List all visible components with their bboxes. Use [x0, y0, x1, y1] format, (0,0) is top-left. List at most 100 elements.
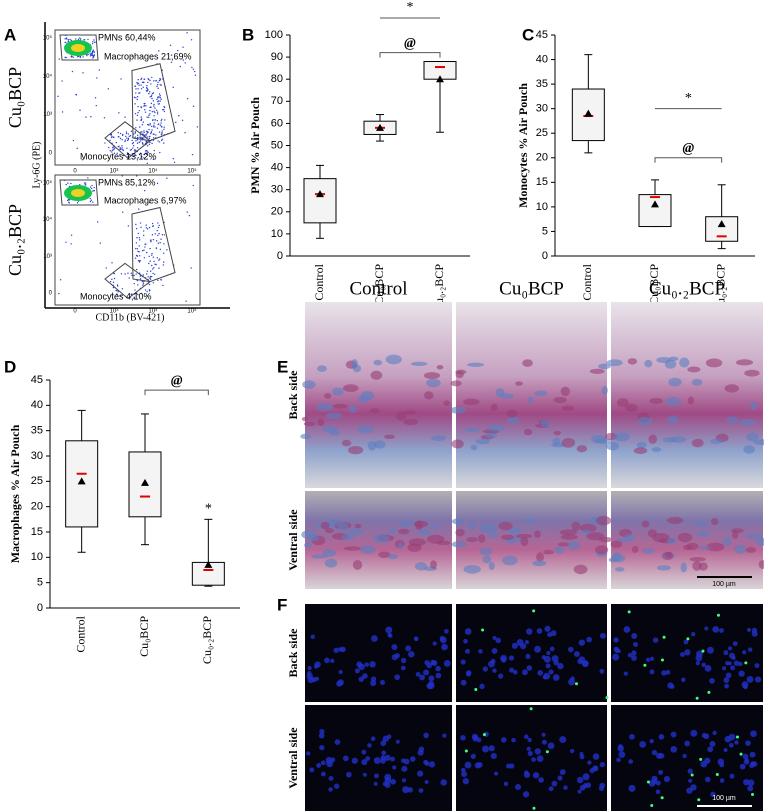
nucleus: [358, 676, 365, 682]
event-dot: [148, 128, 150, 131]
nucleus: [307, 666, 312, 671]
tissue-cell: [670, 436, 687, 443]
event-dot: [153, 267, 155, 269]
event-dot: [128, 277, 130, 279]
nucleus: [747, 785, 754, 792]
nucleus: [410, 756, 416, 762]
event-dot: [133, 282, 135, 285]
nucleus: [719, 762, 725, 768]
nucleus: [427, 682, 435, 690]
event-dot: [143, 109, 146, 111]
event-dot: [157, 96, 159, 98]
event-dot: [92, 190, 94, 192]
y-tick-label: 45: [31, 374, 43, 386]
event-dot: [143, 153, 145, 156]
event-dot: [104, 142, 106, 144]
nucleus: [415, 671, 421, 677]
tissue-cell: [706, 542, 725, 552]
x-tick-label: Cu₀.₂BCP: [200, 616, 214, 664]
nucleus: [470, 753, 476, 759]
nucleus: [461, 771, 468, 778]
nucleus: [681, 677, 686, 683]
nucleus: [522, 791, 530, 798]
green-signal: [660, 658, 664, 662]
nucleus: [567, 646, 574, 653]
tissue-cell: [532, 560, 547, 567]
tissue-cell: [341, 533, 355, 541]
event-dot: [132, 147, 134, 149]
event-dot: [137, 250, 139, 253]
tissue-cell: [308, 534, 320, 542]
tissue-cell: [403, 410, 417, 415]
event-dot: [124, 140, 126, 143]
tissue-cell: [610, 540, 623, 548]
nucleus: [704, 665, 712, 672]
nucleus: [464, 648, 471, 654]
nucleus: [526, 665, 533, 671]
nucleus: [738, 670, 745, 677]
tissue-cell: [478, 534, 486, 543]
nucleus: [509, 667, 515, 673]
nucleus: [474, 762, 481, 769]
tissue-cell: [559, 529, 578, 536]
nucleus: [709, 678, 715, 684]
y-tick-label: 5: [37, 577, 43, 589]
tissue-cell: [479, 523, 498, 534]
nucleus: [631, 633, 638, 640]
tissue-cell: [689, 556, 706, 562]
panel-letter: B: [242, 25, 254, 44]
event-dot: [142, 143, 144, 145]
event-dot: [155, 109, 158, 111]
nucleus: [670, 746, 678, 753]
event-dot: [186, 211, 188, 213]
tissue-cell: [397, 521, 415, 527]
nucleus: [628, 759, 634, 764]
mean-marker: [717, 220, 726, 228]
event-dot: [138, 153, 141, 156]
y-tick-label: 35: [536, 78, 548, 90]
nucleus: [522, 669, 528, 676]
tissue-cell: [705, 358, 723, 368]
event-dot: [151, 234, 154, 236]
event-dot: [162, 264, 165, 266]
nucleus: [306, 751, 311, 756]
panel-letter: F: [277, 595, 287, 614]
nucleus: [627, 652, 633, 658]
nucleus: [712, 730, 717, 736]
event-dot: [90, 187, 93, 190]
tissue-cell: [633, 447, 648, 454]
event-dot: [158, 50, 160, 52]
event-dot: [150, 270, 152, 272]
nucleus: [742, 753, 749, 760]
event-dot: [136, 81, 138, 84]
event-dot: [113, 272, 116, 275]
nucleus: [534, 645, 542, 653]
tissue-cell: [301, 416, 309, 422]
event-dot: [87, 38, 89, 41]
event-dot: [83, 39, 86, 41]
nucleus: [492, 635, 497, 640]
nucleus: [750, 761, 756, 767]
nucleus: [557, 662, 564, 670]
event-dot: [119, 132, 122, 135]
tissue-cell: [451, 518, 463, 525]
tissue-cell: [649, 397, 664, 404]
event-dot: [161, 132, 163, 134]
event-dot: [146, 136, 148, 138]
tissue-cell: [487, 424, 506, 432]
event-dot: [184, 62, 186, 64]
event-dot: [135, 254, 138, 257]
gate-label: Macrophages 21,69%: [104, 51, 192, 61]
x-tick-label: Cu₀BCP: [647, 264, 661, 305]
event-dot: [87, 53, 89, 56]
nucleus: [405, 645, 412, 652]
tissue-cell: [502, 555, 518, 566]
event-dot: [163, 108, 165, 111]
scale-bar-label: 100 µm: [712, 795, 736, 802]
event-dot: [117, 136, 120, 138]
event-dot: [151, 254, 153, 256]
event-dot: [92, 49, 94, 51]
event-dot: [145, 153, 148, 156]
green-signal: [650, 803, 654, 807]
y-tick-label: 30: [536, 103, 548, 115]
